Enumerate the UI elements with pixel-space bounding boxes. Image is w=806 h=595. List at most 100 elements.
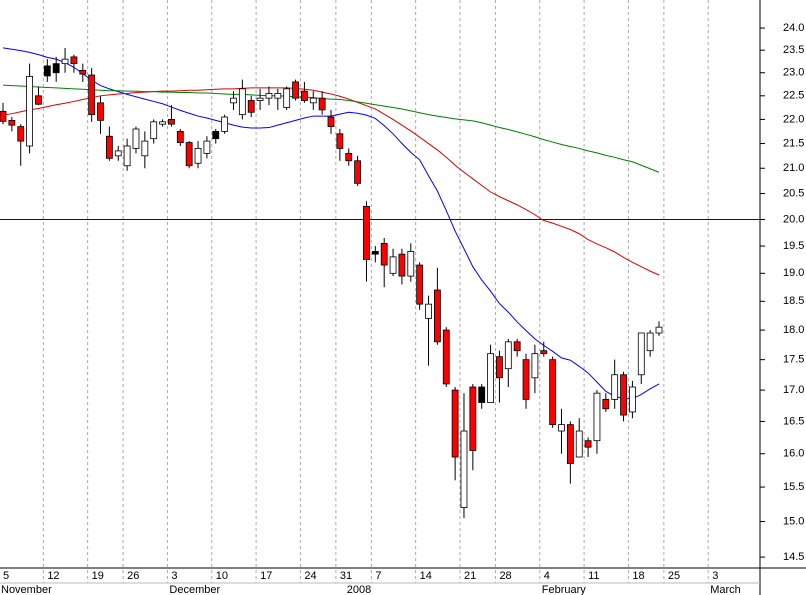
y-tick-label: 15.5 (783, 481, 804, 493)
candle-body (17, 126, 25, 142)
candle-body (221, 116, 229, 132)
candle-body (433, 289, 441, 343)
candle-body (363, 206, 370, 260)
x-tick-label: 4 (544, 570, 550, 582)
y-tick-label: 15.0 (783, 515, 804, 527)
candle-body (212, 131, 220, 140)
candle-body (301, 90, 308, 101)
y-tick-label: 22.5 (783, 90, 804, 102)
candle-body (256, 97, 264, 101)
y-tick-label: 16.5 (783, 415, 804, 427)
candle-body (203, 140, 211, 154)
x-tick-label: 28 (499, 570, 511, 582)
x-tick-label: 3 (712, 570, 718, 582)
candle-body (487, 353, 494, 403)
y-tick-label: 22.0 (783, 113, 804, 125)
x-tick-label: 12 (47, 570, 59, 582)
y-tick-label: 23.0 (783, 67, 804, 79)
y-tick-label: 20.0 (783, 213, 804, 225)
x-tick-label: 3 (171, 570, 177, 582)
y-tick-label: 24.0 (783, 22, 804, 34)
x-tick-label: 11 (588, 570, 599, 582)
candle-body (575, 430, 583, 458)
candle-body (549, 359, 557, 426)
candle-body (496, 356, 503, 379)
x-tick-label: 25 (668, 570, 680, 582)
candle-body (123, 145, 131, 167)
y-tick-label: 21.5 (783, 137, 804, 149)
candle-body (61, 58, 69, 65)
candle-body (629, 386, 636, 413)
candle-body (531, 353, 539, 379)
candle-body (132, 128, 140, 149)
x-tick-label: 24 (304, 570, 316, 582)
candle-body (0, 110, 7, 122)
x-tick-label: 17 (260, 570, 272, 582)
y-tick-label: 18.5 (783, 295, 804, 307)
candle-body (655, 326, 663, 334)
candle-body (97, 102, 104, 121)
candle-body (194, 148, 202, 164)
candle-body (88, 74, 96, 116)
candle-body (620, 374, 627, 416)
candle-body (602, 398, 610, 410)
candle-body (451, 389, 459, 458)
candle-body (354, 160, 362, 184)
candle-body (416, 264, 424, 305)
candle-body (540, 350, 548, 355)
candle-body (79, 70, 87, 75)
candle-body (70, 56, 78, 65)
candle-body (185, 142, 193, 167)
candle-body (407, 251, 415, 277)
candle-body (238, 88, 246, 116)
candle-body (584, 440, 592, 448)
candle-body (460, 430, 468, 508)
candle-body (558, 424, 565, 432)
plot-area (0, 47, 760, 518)
candle-body (442, 329, 450, 385)
month-label: March (710, 584, 741, 595)
candle-body (114, 150, 122, 157)
candle-body (43, 65, 51, 77)
moving-average-line (2, 84, 660, 173)
candle-body (141, 140, 149, 157)
candle-body (318, 97, 326, 111)
y-tick-label: 19.5 (783, 240, 804, 252)
x-tick-label: 18 (632, 570, 644, 582)
y-tick-label: 14.5 (783, 551, 804, 563)
month-label: 2008 (347, 584, 371, 595)
y-tick-label: 21.0 (783, 162, 804, 174)
candle-body (380, 242, 388, 266)
y-tick-label: 17.5 (783, 354, 804, 366)
y-tick-label: 19.0 (783, 267, 804, 279)
candle-body (309, 97, 317, 104)
candle-body (345, 152, 353, 162)
y-tick-label: 23.5 (783, 44, 804, 56)
candle-body (513, 341, 521, 352)
y-tick-label: 17.0 (783, 384, 804, 396)
candle-body (646, 332, 654, 352)
candle-body (247, 100, 255, 113)
candle-body (26, 75, 33, 147)
x-tick-label: 5 (3, 570, 9, 582)
candle-body (425, 303, 432, 319)
candle-body (566, 424, 574, 465)
x-tick-label: 31 (340, 570, 352, 582)
candle-body (292, 81, 299, 99)
candle-body (522, 359, 530, 400)
candle-body (105, 135, 113, 159)
candle-body (469, 386, 477, 451)
y-tick-label: 18.0 (783, 324, 804, 336)
candle-body (389, 256, 397, 274)
candle-body (35, 95, 42, 105)
candle-body (398, 253, 406, 277)
month-label: February (542, 584, 587, 595)
candle-body (504, 341, 512, 370)
candle-body (52, 63, 60, 74)
candle-body (371, 251, 379, 255)
month-label: December (169, 584, 220, 595)
moving-average-line (2, 87, 660, 276)
candle-body (230, 97, 237, 104)
